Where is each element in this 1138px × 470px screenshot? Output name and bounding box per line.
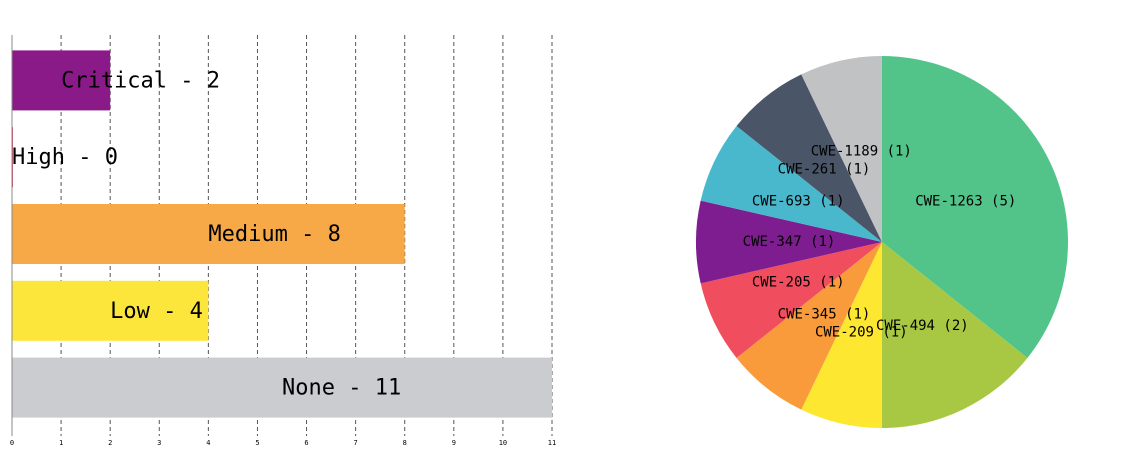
pie-slice [801, 56, 882, 242]
pie-label: CWE-1189 (1) [811, 143, 912, 159]
bar-label: Medium - 8 [208, 222, 340, 247]
x-tick-label: 6 [304, 439, 308, 447]
x-tick-label: 7 [354, 439, 358, 447]
x-tick-label: 4 [206, 439, 210, 447]
pie-label: CWE-494 (2) [876, 318, 969, 334]
pie-slice [801, 242, 882, 428]
pie-label: CWE-209 (1) [815, 325, 908, 341]
x-tick-label: 3 [157, 439, 161, 447]
bar-label: None - 11 [282, 376, 401, 401]
pie-slice [696, 200, 882, 284]
pie-slice [700, 242, 882, 358]
bar [12, 357, 552, 418]
bar-label: Low - 4 [110, 299, 203, 324]
pie-slice [882, 242, 1028, 428]
pie-label: CWE-345 (1) [778, 307, 871, 323]
x-tick-label: 0 [10, 439, 14, 447]
bar [12, 204, 405, 264]
pie-slice [736, 242, 882, 410]
pie-label: CWE-1263 (5) [915, 194, 1016, 210]
x-tick-label: 8 [403, 439, 407, 447]
pie-label: CWE-261 (1) [778, 161, 871, 177]
x-tick-label: 2 [108, 439, 112, 447]
x-tick-label: 10 [499, 439, 507, 447]
pie-slice [736, 74, 882, 242]
bar [12, 280, 209, 341]
pie-label: CWE-693 (1) [752, 194, 845, 210]
pie-slice [882, 56, 1068, 358]
bar [12, 50, 111, 111]
x-tick-label: 5 [255, 439, 259, 447]
bar-label: High - 0 [12, 145, 118, 170]
pie-slice [700, 126, 882, 242]
pie-label: CWE-205 (1) [752, 274, 845, 290]
x-tick-label: 1 [59, 439, 63, 447]
bar-label: Critical - 2 [61, 68, 220, 93]
x-tick-label: 9 [452, 439, 456, 447]
x-tick-label: 11 [548, 439, 556, 447]
pie-label: CWE-347 (1) [743, 234, 836, 250]
